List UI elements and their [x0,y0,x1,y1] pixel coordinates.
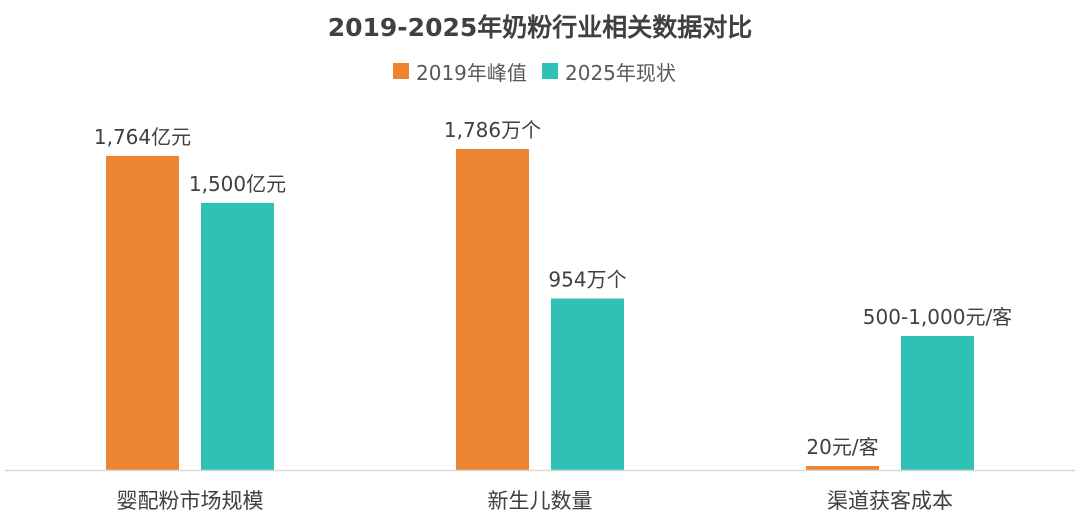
legend-swatch-2025 [542,63,558,79]
data-label-acquisition-cost-2025: 500-1,000元/客 [863,305,1012,329]
chart-title: 2019-2025年奶粉行业相关数据对比 [328,13,753,42]
data-label-market-size-2025: 1,500亿元 [189,172,286,196]
data-label-births-2019: 1,786万个 [444,118,541,142]
data-label-births-2025: 954万个 [548,268,626,292]
category-labels: 婴配粉市场规模 新生儿数量 渠道获客成本 [117,489,954,513]
bar-births-2025 [551,298,624,470]
bar-market-size-2025 [201,202,274,470]
legend-label-2019: 2019年峰值 [416,61,527,85]
data-label-market-size-2019: 1,764亿元 [94,125,191,149]
category-label-acquisition-cost: 渠道获客成本 [827,489,953,513]
data-label-acquisition-cost-2019: 20元/客 [806,435,878,459]
bar-acquisition-cost-2019 [806,466,879,470]
bars-group [106,149,974,470]
legend-label-2025: 2025年现状 [565,61,676,85]
bar-births-2019 [456,149,529,470]
legend-swatch-2019 [393,63,409,79]
bar-acquisition-cost-2025 [901,336,974,470]
legend: 2019年峰值 2025年现状 [393,61,676,85]
bar-market-size-2019 [106,155,179,470]
category-label-market-size: 婴配粉市场规模 [117,489,264,513]
category-label-births: 新生儿数量 [488,489,593,513]
data-labels-group: 1,764亿元 1,500亿元 1,786万个 954万个 20元/客 500-1,000… [94,118,1012,459]
